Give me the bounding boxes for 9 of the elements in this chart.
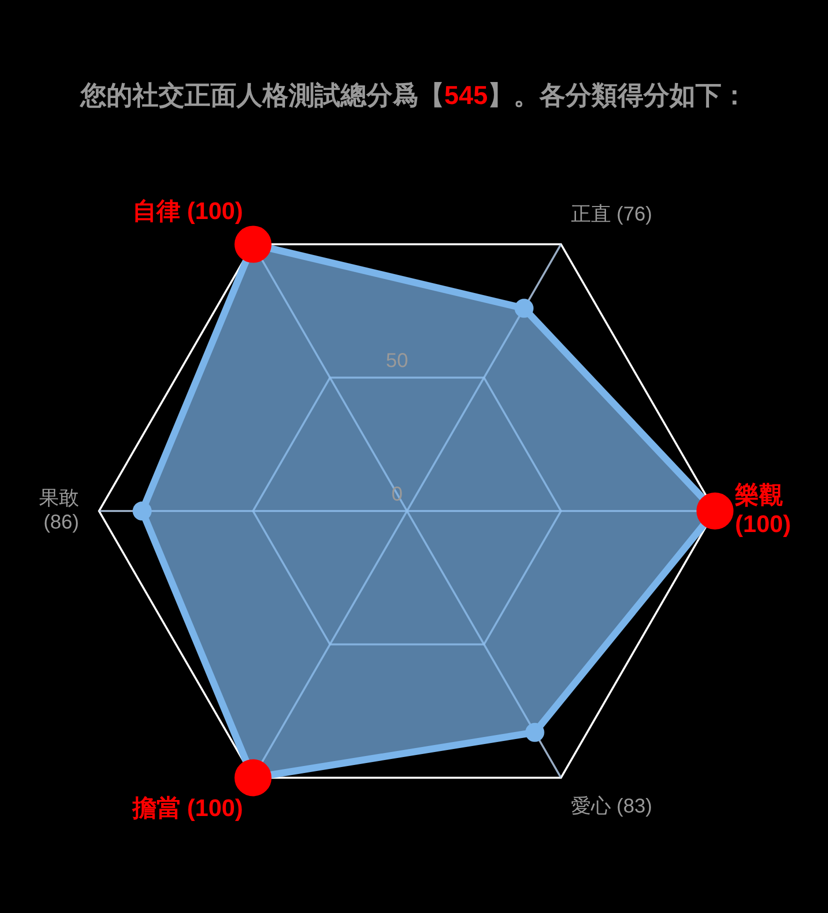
y-tick-label: 0 [391,484,403,506]
spoke-label: 樂觀 (100) [734,482,792,538]
spoke-label: 果敢 (86) [39,488,80,534]
spoke-label: 自律 (100) [132,198,244,226]
spoke-label: 愛心 (83) [570,796,652,818]
y-tick-label: 50 [386,350,408,372]
spoke-label: 正直 (76) [570,203,652,226]
chart-title: 您的社交正面人格測試總分爲【545】。各分類得分如下： [80,80,748,110]
spoke-label: 擔當 (100) [131,795,244,822]
